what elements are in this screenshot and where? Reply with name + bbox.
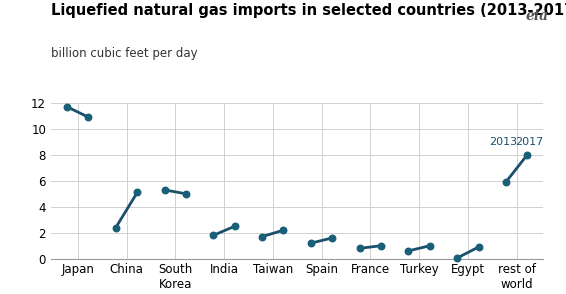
Point: [501, 180, 511, 184]
Point: [376, 243, 385, 248]
Point: [474, 245, 483, 249]
Point: [182, 191, 191, 196]
Point: [112, 225, 121, 230]
Point: [132, 190, 142, 195]
Point: [425, 243, 434, 248]
Text: billion cubic feet per day: billion cubic feet per day: [51, 47, 198, 60]
Point: [279, 228, 288, 233]
Point: [62, 104, 71, 109]
Point: [160, 188, 169, 192]
Text: eia: eia: [526, 9, 549, 23]
Point: [355, 246, 364, 251]
Point: [404, 249, 413, 253]
Point: [230, 224, 239, 229]
Point: [258, 234, 267, 239]
Text: Liquefied natural gas imports in selected countries (2013-2017): Liquefied natural gas imports in selecte…: [51, 3, 566, 18]
Point: [209, 233, 218, 238]
Text: 2013: 2013: [490, 137, 517, 147]
Point: [84, 115, 93, 120]
Point: [306, 241, 315, 245]
Text: 2017: 2017: [516, 137, 544, 147]
Point: [453, 256, 462, 260]
Point: [523, 153, 532, 157]
Point: [328, 235, 337, 240]
